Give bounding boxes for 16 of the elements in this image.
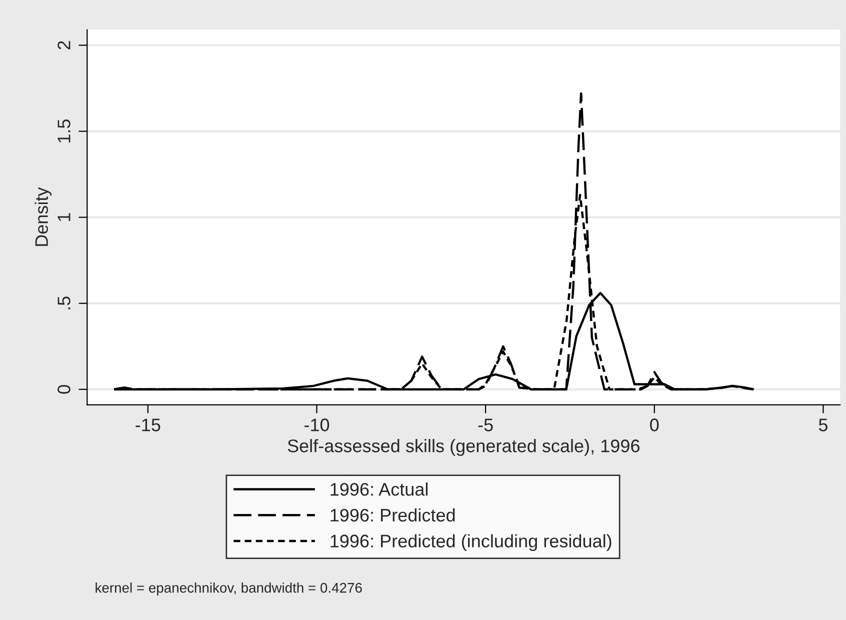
y-tick-label: 1 xyxy=(58,213,70,221)
legend-label: 1996: Predicted xyxy=(330,508,455,522)
x-tick-label: -15 xyxy=(136,418,160,432)
legend-label: 1996: Actual xyxy=(330,482,428,496)
y-tick-label: .5 xyxy=(58,296,70,310)
x-tick-label: -10 xyxy=(304,418,330,432)
legend-label: 1996: Predicted (including residual) xyxy=(330,534,612,552)
x-axis-title: Self-assessed skills (generated scale), 1996 xyxy=(288,439,640,456)
text: kernel = epanechnikov, bandwidth = 0.4276 xyxy=(96,582,362,596)
y-tick-label: 0 xyxy=(58,385,70,394)
y-tick-label: 2 xyxy=(58,41,70,50)
y-tick-label: 1.5 xyxy=(58,119,70,142)
y-axis-title: Density xyxy=(34,187,52,246)
x-tick-label: 5 xyxy=(818,418,828,432)
x-tick-label: 0 xyxy=(650,418,659,432)
x-tick-label: -5 xyxy=(478,418,493,432)
